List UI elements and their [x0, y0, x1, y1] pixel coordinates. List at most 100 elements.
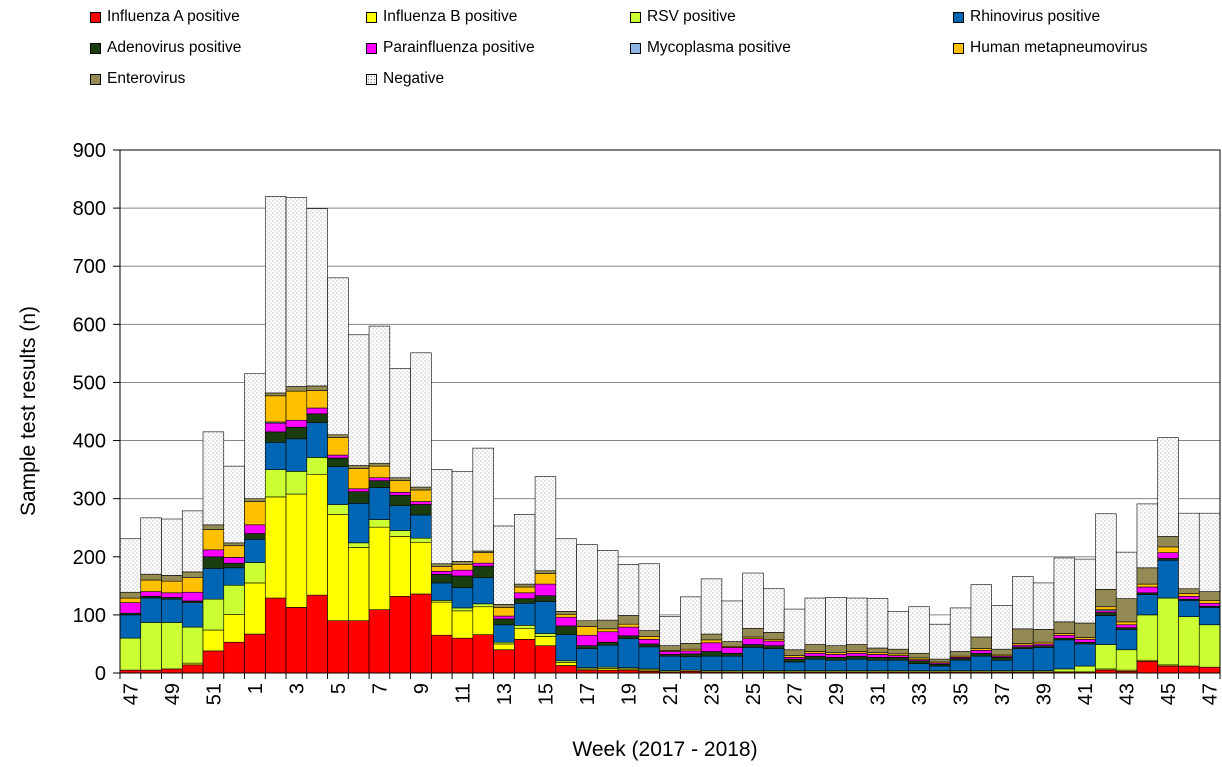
bar-segment-negative: [161, 518, 183, 576]
bar-segment-negative: [327, 277, 349, 436]
bar-segment-rhinovirus-positive: [140, 597, 162, 623]
bar-segment-parainfluenza-positive: [597, 631, 619, 643]
bar-segment-adenovirus-positive: [887, 657, 909, 661]
bar-segment-enterovirus: [1157, 536, 1179, 548]
legend-label: RSV positive: [647, 8, 736, 25]
bar-segment-rhinovirus-positive: [1157, 559, 1179, 599]
legend-swatch: [366, 73, 377, 85]
bar-segment-enterovirus: [721, 641, 743, 647]
legend-swatch: [90, 42, 101, 54]
bar-segment-parainfluenza-positive: [244, 524, 266, 534]
x-tick-label: 43: [1117, 683, 1139, 705]
bar-segment-influenza-a-positive: [181, 664, 204, 674]
bar-segment-rhinovirus-positive: [244, 539, 266, 563]
bar-segment-influenza-a-positive: [202, 650, 225, 674]
bar-segment-rhinovirus-positive: [742, 647, 764, 671]
bar-segment-negative: [1032, 582, 1055, 630]
bar-segment-rhinovirus-positive: [929, 665, 951, 671]
bar-segment-human-metapneumovirus: [1095, 606, 1117, 610]
bar-segment-negative: [576, 544, 598, 622]
bar-segment-influenza-a-positive: [451, 637, 474, 674]
bar-segment-rhinovirus-positive: [783, 661, 806, 671]
bar-segment-rsv-positive: [1157, 597, 1179, 666]
bar-segment-enterovirus: [866, 647, 889, 653]
bar-segment-negative: [721, 600, 743, 642]
bar-segment-influenza-a-positive: [306, 594, 328, 674]
bar-segment-rsv-positive: [389, 530, 411, 537]
bar-segment-influenza-a-positive: [327, 620, 349, 674]
bar-segment-rhinovirus-positive: [1198, 607, 1221, 626]
legend-item: RSV positive: [630, 6, 736, 28]
bar-segment-negative: [451, 471, 474, 562]
bar-segment-negative: [1198, 512, 1221, 592]
legend-swatch: [630, 42, 641, 54]
bar-segment-rhinovirus-positive: [763, 648, 785, 671]
bar-segment-negative: [285, 197, 308, 387]
bar-segment-adenovirus-positive: [514, 598, 536, 604]
y-tick-label: 200: [73, 547, 106, 569]
bar-segment-negative: [223, 465, 245, 544]
bar-segment-human-metapneumovirus: [181, 577, 204, 593]
legend-swatch: [90, 11, 101, 23]
bar-segment-negative: [763, 588, 785, 633]
bar-segment-negative: [1095, 513, 1117, 590]
bar-segment-human-metapneumovirus: [347, 468, 370, 490]
bar-segment-negative: [410, 352, 432, 488]
bar-segment-negative: [1053, 557, 1076, 623]
bar-segment-rsv-positive: [119, 637, 142, 671]
bar-segment-rhinovirus-positive: [555, 634, 577, 662]
legend-item: Enterovirus: [90, 68, 185, 90]
bar-segment-rhinovirus-positive: [119, 614, 142, 639]
bar-segment-negative: [264, 196, 287, 394]
bar-segment-human-metapneumovirus: [389, 480, 411, 493]
bar-segment-rsv-positive: [161, 622, 183, 670]
bar-segment-human-metapneumovirus: [597, 628, 619, 633]
bar-segment-parainfluenza-positive: [617, 626, 640, 637]
bar-segment-parainfluenza-positive: [970, 650, 992, 654]
bar-segment-parainfluenza-positive: [493, 615, 515, 620]
legend-item: Human metapneumovirus: [953, 37, 1147, 59]
x-tick-label: 11: [453, 683, 475, 704]
bar-segment-rsv-positive: [327, 504, 349, 515]
bar-segment-rhinovirus-positive: [804, 658, 826, 671]
bar-segment-rhinovirus-positive: [1136, 594, 1159, 616]
bar-segment-influenza-a-positive: [1178, 665, 1200, 674]
bar-segment-parainfluenza-positive: [389, 491, 411, 496]
legend-item: Influenza B positive: [366, 6, 517, 28]
bar-segment-adenovirus-positive: [327, 457, 349, 468]
bar-segment-influenza-a-positive: [534, 645, 557, 674]
bar-segment-influenza-a-positive: [244, 633, 266, 674]
bar-segment-negative: [700, 578, 723, 635]
legend-label: Negative: [383, 70, 445, 87]
bar-segment-influenza-b-positive: [410, 541, 432, 595]
x-tick-label: 31: [868, 683, 890, 705]
bar-segment-enterovirus: [202, 524, 225, 530]
x-tick-label: 19: [619, 683, 641, 705]
bar-segment-adenovirus-positive: [742, 644, 764, 648]
bar-segment-rhinovirus-positive: [431, 582, 453, 601]
bar-segment-enterovirus: [264, 392, 287, 397]
bar-segment-rsv-positive: [347, 542, 370, 548]
bar-segment-adenovirus-positive: [908, 660, 930, 665]
bar-segment-negative: [431, 469, 453, 565]
y-tick-label: 0: [95, 663, 106, 685]
bar-segment-negative: [1157, 437, 1179, 537]
bar-segment-negative: [929, 623, 951, 660]
bar-segment-rhinovirus-positive: [451, 587, 474, 609]
legend-item: Parainfluenza positive: [366, 37, 535, 59]
bar-segment-rhinovirus-positive: [659, 655, 681, 671]
bar-segment-human-metapneumovirus: [202, 529, 225, 551]
bar-segment-influenza-b-positive: [327, 514, 349, 621]
bar-segment-human-metapneumovirus: [451, 564, 474, 571]
bar-segment-influenza-b-positive: [451, 610, 474, 639]
bar-segment-rhinovirus-positive: [327, 466, 349, 505]
x-tick-label: 27: [785, 683, 807, 705]
bar-segment-negative: [866, 598, 889, 649]
x-tick-label: 9: [411, 683, 433, 694]
x-tick-label: 1: [245, 683, 267, 694]
bar-segment-rhinovirus-positive: [1012, 648, 1034, 671]
bar-segment-adenovirus-positive: [306, 413, 328, 423]
bar-segment-negative: [1136, 503, 1159, 569]
bar-segment-influenza-b-positive: [389, 536, 411, 597]
bar-segment-negative: [597, 550, 619, 621]
